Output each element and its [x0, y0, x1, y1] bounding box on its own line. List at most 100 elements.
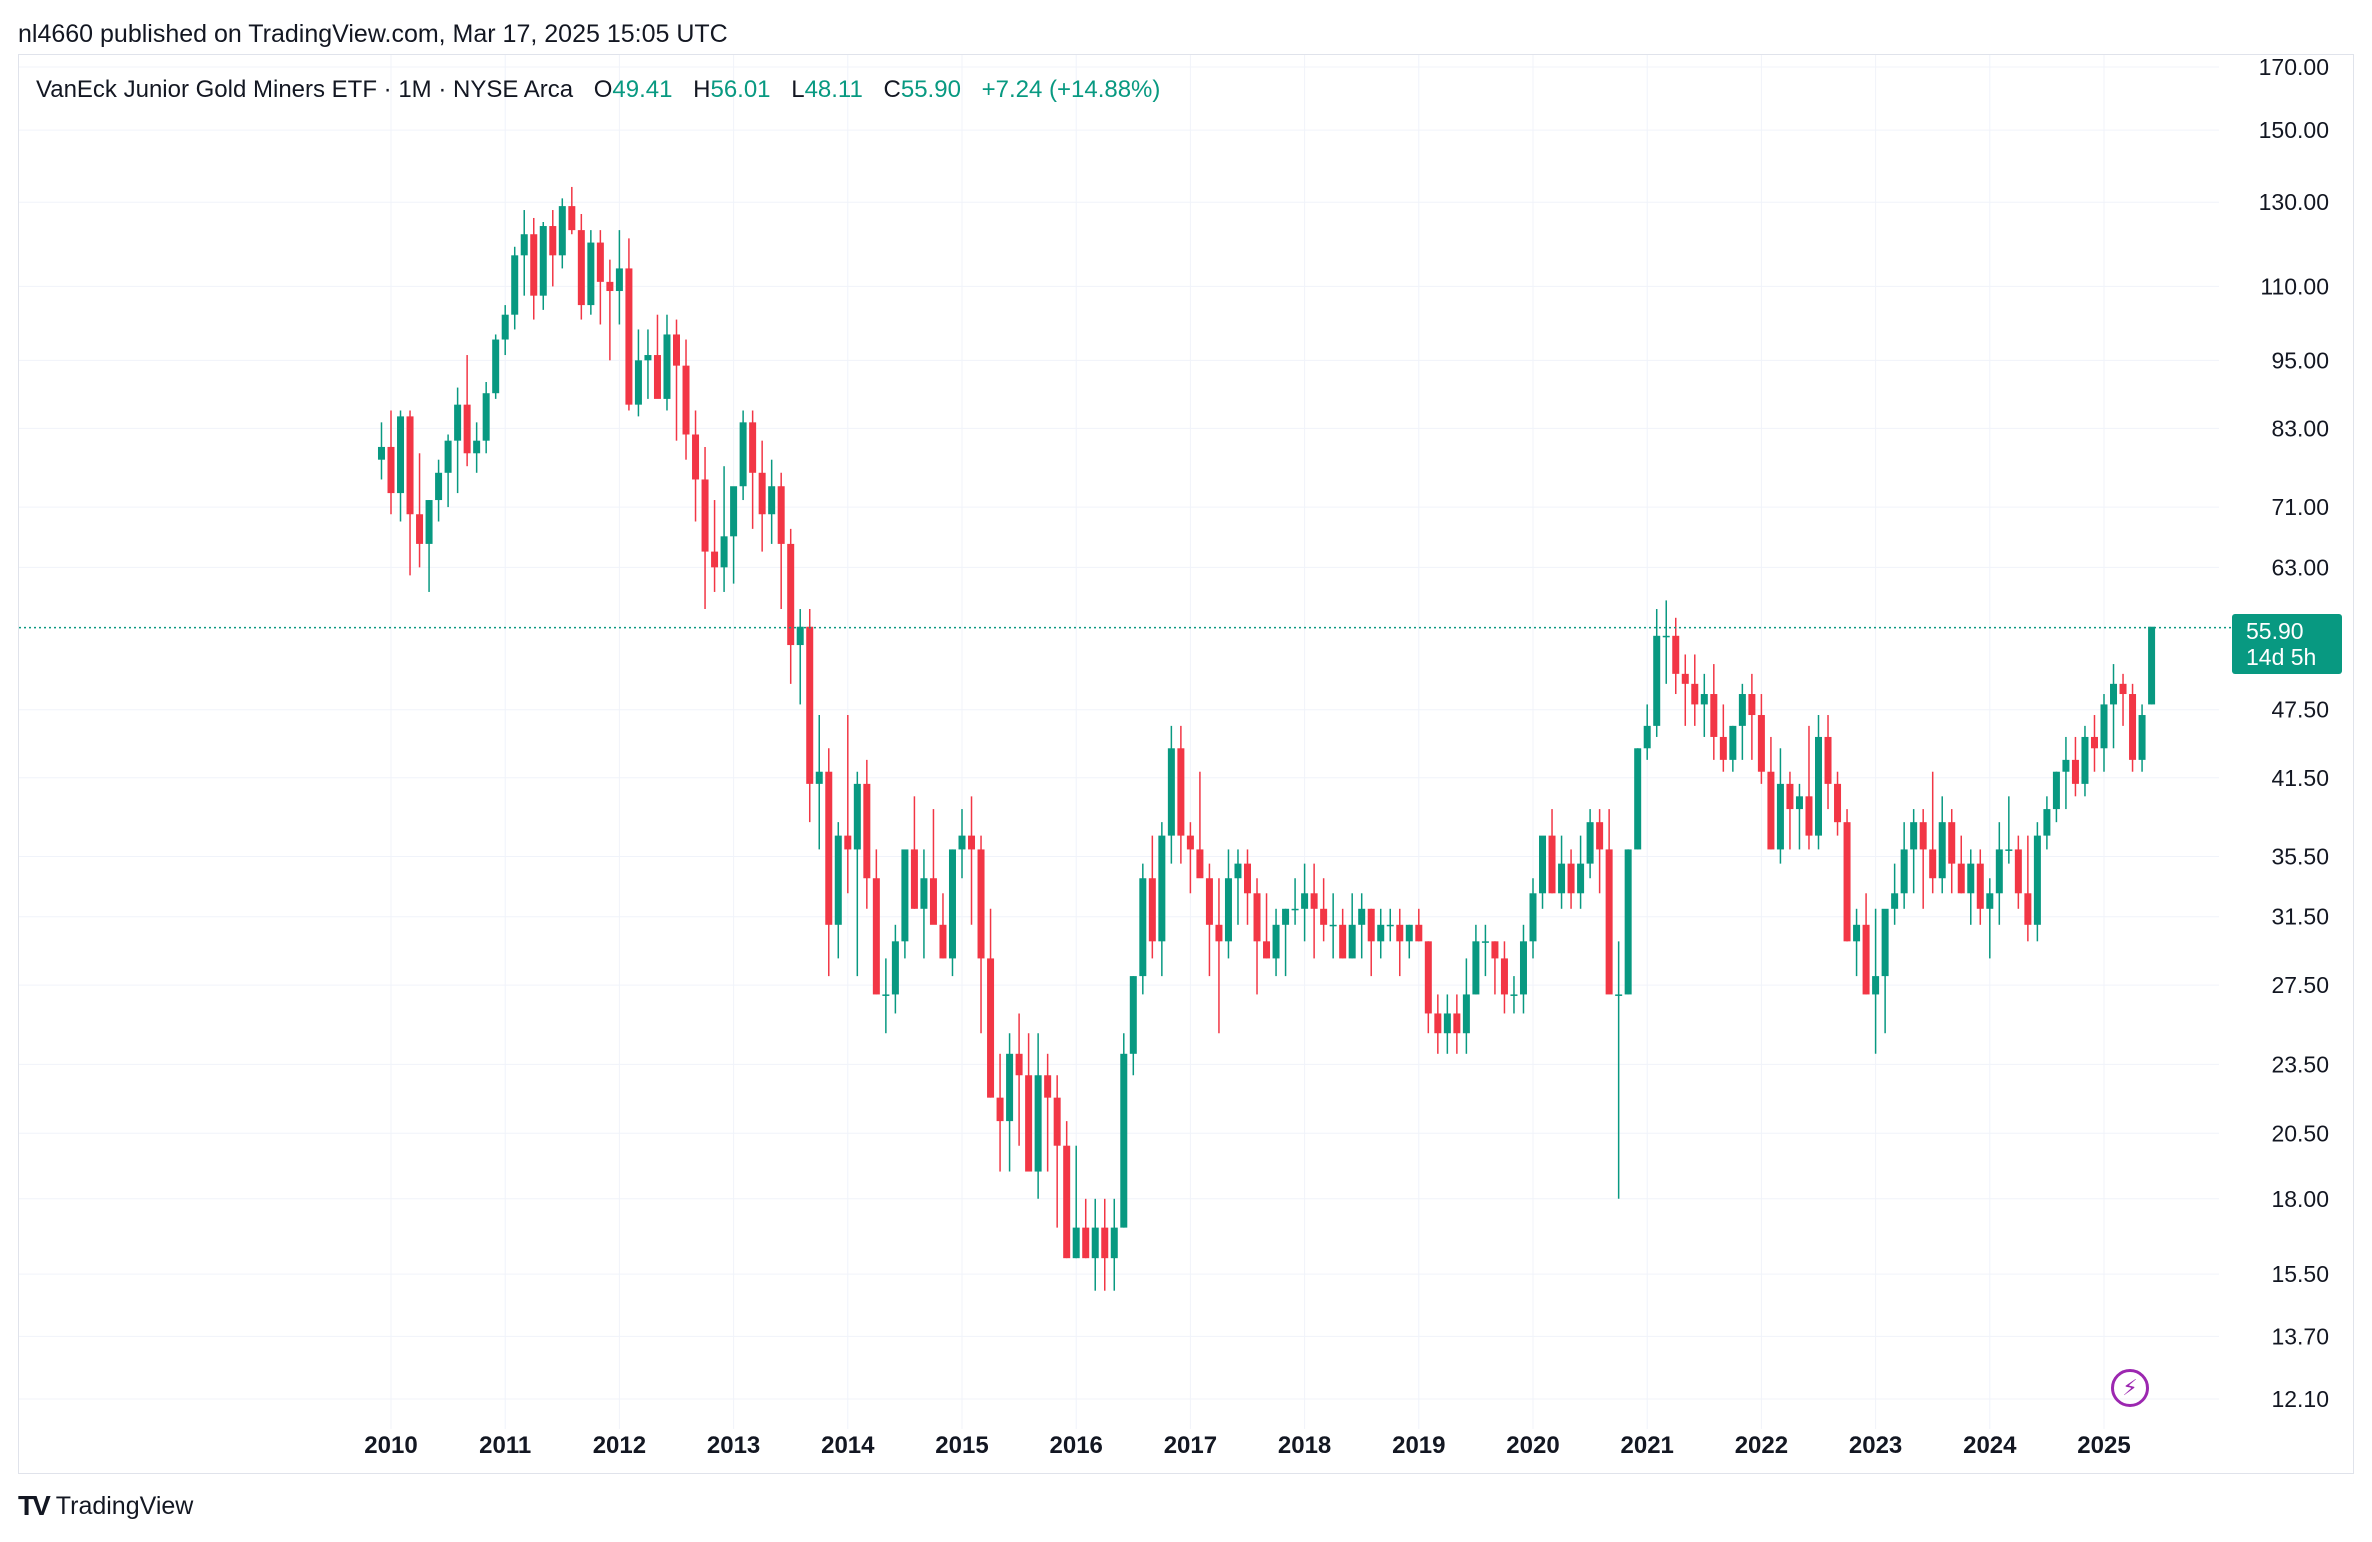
candle-body [1986, 893, 1994, 909]
time-tick-label: 2011 [479, 1432, 531, 1459]
candle-body [663, 334, 671, 399]
candle-body [1063, 1145, 1071, 1259]
candle-up [1405, 924, 1413, 959]
candle-body [1215, 924, 1223, 942]
candle-up [730, 486, 738, 584]
candle-up [397, 410, 405, 522]
candle-body [1643, 725, 1651, 749]
candle-up [1091, 1198, 1099, 1291]
candle-up [1653, 609, 1661, 737]
candle-down [910, 796, 918, 909]
candle-up [1386, 908, 1394, 942]
candle-body [1282, 908, 1290, 925]
candle-body [1415, 924, 1423, 942]
candle-down [1605, 809, 1613, 995]
candle-body [2052, 771, 2060, 810]
candle-body [1091, 1227, 1099, 1259]
candle-down [1719, 704, 1727, 772]
candle-body [454, 404, 462, 441]
candle-body [1453, 1013, 1461, 1034]
candle-body [2081, 736, 2089, 784]
candle-up [796, 609, 804, 705]
symbol-name[interactable]: VanEck Junior Gold Miners ETF · 1M · NYS… [36, 76, 574, 103]
candle-down [787, 528, 795, 684]
time-axis[interactable]: 2010 2011 2012 2013 2014 2015 2016 2017 2018 2019… [364, 1432, 2130, 1459]
candle-body [1053, 1097, 1061, 1146]
chart-pane[interactable]: 170.00 150.00 130.00 110.00 95.00 83.00 71.00 6… [18, 54, 2354, 1474]
candle-body [1957, 863, 1965, 894]
candle-body [673, 334, 680, 366]
candle-body [2043, 809, 2051, 836]
candle-down [1339, 908, 1347, 959]
candle-body [1795, 796, 1803, 810]
time-tick-label: 2023 [1849, 1432, 1902, 1459]
candle-body [1424, 941, 1432, 1014]
candle-down [1101, 1198, 1109, 1291]
candle-body [625, 268, 633, 405]
candle-body [796, 626, 804, 646]
candle-down [1148, 835, 1156, 959]
time-tick-label: 2019 [1392, 1432, 1445, 1459]
candle-up [558, 198, 566, 269]
candle-down [1415, 908, 1423, 942]
candle-body [1681, 673, 1689, 684]
candle-up [1586, 809, 1594, 879]
candle-up [1224, 849, 1232, 959]
candle-body [815, 771, 823, 784]
tradingview-brand[interactable]: TV TradingView [18, 1490, 193, 1522]
candle-up [2005, 796, 2013, 864]
candle-body [1034, 1075, 1042, 1172]
candle-down [568, 186, 576, 235]
candle-body [1006, 1053, 1014, 1122]
candle-up [663, 314, 671, 411]
candle-body [1177, 748, 1185, 836]
candle-body [682, 365, 690, 435]
candle-body [1653, 635, 1661, 726]
candle-body [1519, 941, 1527, 995]
candle-body [2090, 736, 2098, 749]
change-value: +7.24 (+14.88%) [981, 76, 1161, 103]
candle-body [1320, 908, 1328, 925]
candle-up [1967, 849, 1975, 925]
price-tick-label: 110.00 [2260, 273, 2329, 299]
candle-down [929, 809, 937, 925]
candle-down [596, 230, 604, 325]
candle-body [425, 500, 433, 544]
bar-countdown: 14d 5h [2246, 644, 2317, 670]
candle-body [1139, 878, 1147, 977]
candle-up [1120, 1033, 1128, 1228]
candle-down [1681, 654, 1689, 726]
candle-body [1757, 715, 1765, 772]
candle-body [1244, 863, 1251, 894]
close-label: C [883, 76, 901, 103]
candle-up [539, 221, 547, 310]
time-tick-label: 2017 [1164, 1432, 1217, 1459]
candle-down [1453, 994, 1461, 1054]
candle-body [1148, 878, 1156, 942]
candle-up [454, 387, 462, 494]
candle-body [891, 941, 899, 995]
candle-down [1976, 849, 1984, 925]
price-axis[interactable]: 170.00 150.00 130.00 110.00 95.00 83.00 71.00 6… [2259, 55, 2329, 1412]
candle-body [1301, 893, 1309, 909]
candle-up [1301, 863, 1309, 942]
candle-down [1196, 771, 1204, 879]
candle-down [387, 410, 395, 515]
candle-body [482, 393, 490, 441]
candle-body [1776, 783, 1784, 850]
candle-body [1558, 863, 1566, 894]
time-tick-label: 2024 [1963, 1432, 2017, 1459]
candle-down [2129, 683, 2137, 772]
last-price-value: 55.90 [2246, 618, 2304, 644]
candle-down [1805, 725, 1813, 850]
candle-body [1662, 635, 1670, 638]
candle-body [1815, 736, 1822, 836]
candle-down [1957, 835, 1965, 894]
price-chart[interactable]: 170.00 150.00 130.00 110.00 95.00 83.00 71.00 6… [19, 55, 2353, 1473]
candle-down [1767, 736, 1775, 850]
lightning-icon[interactable]: ⚡ [2111, 1369, 2149, 1407]
candle-down [1500, 941, 1508, 1014]
candle-body [1805, 796, 1813, 836]
time-tick-label: 2010 [364, 1432, 417, 1459]
candle-down [1919, 809, 1927, 909]
